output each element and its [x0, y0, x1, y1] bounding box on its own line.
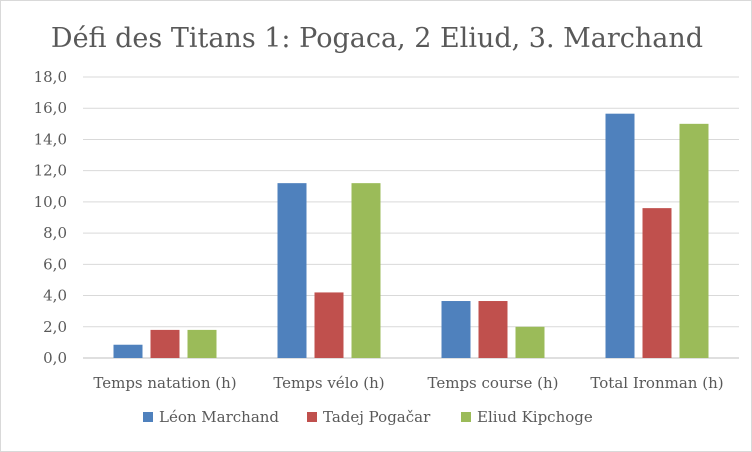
- chart-title: Défi des Titans 1: Pogaca, 2 Eliud, 3. M…: [51, 23, 703, 54]
- y-tick-label: 18,0: [34, 68, 67, 86]
- y-tick-label: 14,0: [34, 130, 67, 148]
- y-tick-label: 16,0: [34, 99, 67, 117]
- y-tick-label: 12,0: [34, 162, 67, 180]
- legend-swatch: [143, 412, 153, 422]
- legend-label: Léon Marchand: [159, 408, 279, 426]
- legend-swatch: [307, 412, 317, 422]
- bar: [187, 329, 217, 358]
- y-tick-label: 0,0: [43, 349, 67, 367]
- x-axis: Temps natation (h) Temps vélo (h) Temps co…: [93, 374, 723, 392]
- x-tick-label: Total Ironman (h): [590, 374, 723, 392]
- bar: [314, 292, 344, 358]
- legend-label: Eliud Kipchoge: [477, 408, 593, 426]
- y-tick-label: 4,0: [43, 287, 67, 305]
- bars: [113, 113, 709, 358]
- bar: [150, 329, 180, 358]
- bar: [277, 183, 307, 358]
- bar: [113, 344, 143, 358]
- y-tick-label: 8,0: [43, 224, 67, 242]
- bar: [478, 301, 508, 358]
- y-tick-label: 2,0: [43, 318, 67, 336]
- y-tick-label: 6,0: [43, 255, 67, 273]
- x-tick-label: Temps vélo (h): [273, 374, 384, 392]
- x-tick-label: Temps natation (h): [93, 374, 236, 392]
- legend: Léon Marchand Tadej Pogačar Eliud Kipchoge: [143, 408, 593, 426]
- bar: [351, 183, 381, 358]
- legend-label: Tadej Pogačar: [323, 408, 431, 426]
- bar: [642, 208, 672, 358]
- bar: [441, 301, 471, 358]
- bar: [515, 326, 545, 358]
- bar: [605, 113, 635, 358]
- y-tick-label: 10,0: [34, 193, 67, 211]
- legend-swatch: [461, 412, 471, 422]
- bar: [679, 123, 709, 358]
- y-axis: 0,0 2,0 4,0 6,0 8,0 10,0 12,0 14,0 16,0 18,0: [34, 68, 67, 367]
- x-tick-label: Temps course (h): [428, 374, 559, 392]
- gridlines: [83, 76, 739, 359]
